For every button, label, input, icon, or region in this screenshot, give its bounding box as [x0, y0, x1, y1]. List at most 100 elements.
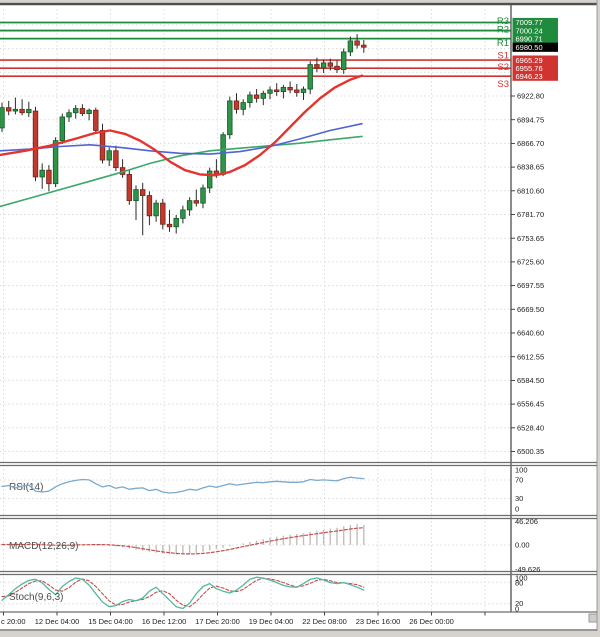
price-level-value: 6965.29	[516, 56, 543, 65]
time-tick-label: 23 Dec 16:00	[356, 617, 401, 626]
rsi-scale-label: 30	[515, 494, 523, 503]
stoch-d-line	[1, 577, 365, 608]
candle-body	[113, 150, 119, 169]
ma-green-line	[0, 135, 363, 208]
price-tick-label: 6838.65	[517, 163, 544, 172]
panel-separators[interactable]	[0, 461, 597, 613]
candle-body	[12, 108, 19, 112]
resistance-label: R3	[497, 16, 509, 27]
price-tick-label: 6584.50	[517, 376, 544, 385]
price-tick-label: 6528.40	[517, 423, 544, 432]
candle-body	[86, 109, 92, 114]
candle-body	[52, 140, 59, 185]
macd-label: MACD(12,26,9)	[9, 541, 78, 552]
candle-body	[186, 200, 193, 211]
macd-scale-label: 0.00	[515, 541, 530, 550]
resistance-label: R2	[497, 25, 509, 36]
price-level-value: 6980.50	[516, 43, 543, 52]
price-level-box	[512, 25, 558, 36]
candle-body	[193, 200, 199, 204]
time-tick-label: 26 Dec 00:00	[409, 617, 454, 626]
candle-body	[347, 40, 354, 53]
candle-body	[354, 40, 360, 46]
price-level-box	[512, 42, 558, 52]
stoch-scale-label: 0	[515, 605, 519, 614]
candle-body	[334, 65, 340, 71]
rsi-scale-label: 100	[515, 466, 528, 475]
candle-body	[59, 116, 65, 142]
candle-body	[66, 112, 72, 118]
price-tick-label: 6866.70	[517, 139, 544, 148]
time-tick-label: 22 Dec 08:00	[302, 617, 347, 626]
candle-body	[327, 62, 333, 67]
price-level-box	[512, 55, 558, 65]
price-tick-label: 6922.80	[517, 92, 544, 101]
candle-body	[173, 217, 179, 228]
candle-body	[240, 102, 246, 110]
price-tick-label: 6781.70	[517, 210, 544, 219]
candle-body	[227, 100, 233, 136]
price-tick-label: 6697.55	[517, 281, 544, 290]
ma-red-line	[0, 74, 364, 177]
candle-body	[340, 51, 347, 71]
candle-body	[39, 169, 45, 178]
moving-averages	[0, 74, 364, 208]
candle-body	[180, 209, 186, 219]
support-label: S1	[497, 51, 509, 62]
candle-body	[267, 89, 273, 94]
candle-body	[106, 150, 112, 161]
candle-body	[314, 64, 320, 69]
candle-body	[361, 44, 367, 48]
price-tick-label: 6753.65	[517, 234, 544, 243]
candle-body	[206, 170, 213, 189]
price-level-box	[512, 63, 558, 73]
candle-body	[260, 92, 266, 99]
price-tick-label: 6894.75	[517, 115, 544, 124]
support-label: S2	[497, 62, 509, 73]
price-tick-label: 6810.60	[517, 186, 544, 195]
stoch-k-line	[1, 576, 365, 610]
candle-body	[6, 107, 12, 112]
rsi-label: RSI(14)	[9, 482, 43, 493]
time-tick-label: c 20:00	[1, 617, 26, 626]
stoch-scale-label: 80	[515, 579, 523, 588]
price-tick-label: 6725.60	[517, 258, 544, 267]
price-tick-label: 6640.60	[517, 329, 544, 338]
candle-body	[46, 169, 52, 185]
stoch-label: Stoch(9,6,3)	[9, 592, 63, 603]
time-axis[interactable]: c 20:00 12 Dec 04:00 15 Dec 04:00 16 Dec 12…	[1, 612, 486, 626]
candle-body	[32, 110, 39, 178]
time-tick-label: 19 Dec 04:00	[249, 617, 294, 626]
candle-body	[287, 86, 293, 91]
stoch-scale-label: 20	[515, 599, 523, 608]
stoch-scale-label: 100	[515, 574, 528, 583]
price-level-value: 6990.71	[516, 34, 543, 43]
candle-body	[139, 189, 146, 196]
price-axis[interactable]: 6922.80 6894.75 6866.70 6838.65 6810.60 6781.…	[510, 4, 558, 613]
price-level-box	[512, 34, 558, 44]
candle-body	[153, 202, 159, 217]
price-level-value: 6955.76	[516, 64, 543, 73]
macd-panel: MACD(12,26,9) 46.206 0.00 -49.626	[1, 517, 540, 574]
price-level-value: 6946.23	[516, 72, 543, 81]
price-level-value: 7000.24	[516, 26, 543, 35]
price-tick-label: 6612.55	[517, 352, 544, 361]
candle-body	[133, 189, 139, 202]
price-tick-label: 6669.50	[517, 305, 544, 314]
candle-body	[26, 108, 32, 114]
candle-body	[166, 223, 173, 228]
time-tick-label: 15 Dec 04:00	[88, 617, 133, 626]
rsi-scale-label: 0	[515, 505, 519, 514]
scrollbar-corner[interactable]	[588, 613, 598, 623]
macd-signal-line	[1, 527, 365, 555]
candle-body	[126, 174, 132, 202]
candle-body	[146, 195, 153, 217]
rsi-scale-label: 70	[515, 475, 523, 484]
candle-body	[93, 109, 99, 131]
resistance-label: R1	[497, 38, 509, 49]
